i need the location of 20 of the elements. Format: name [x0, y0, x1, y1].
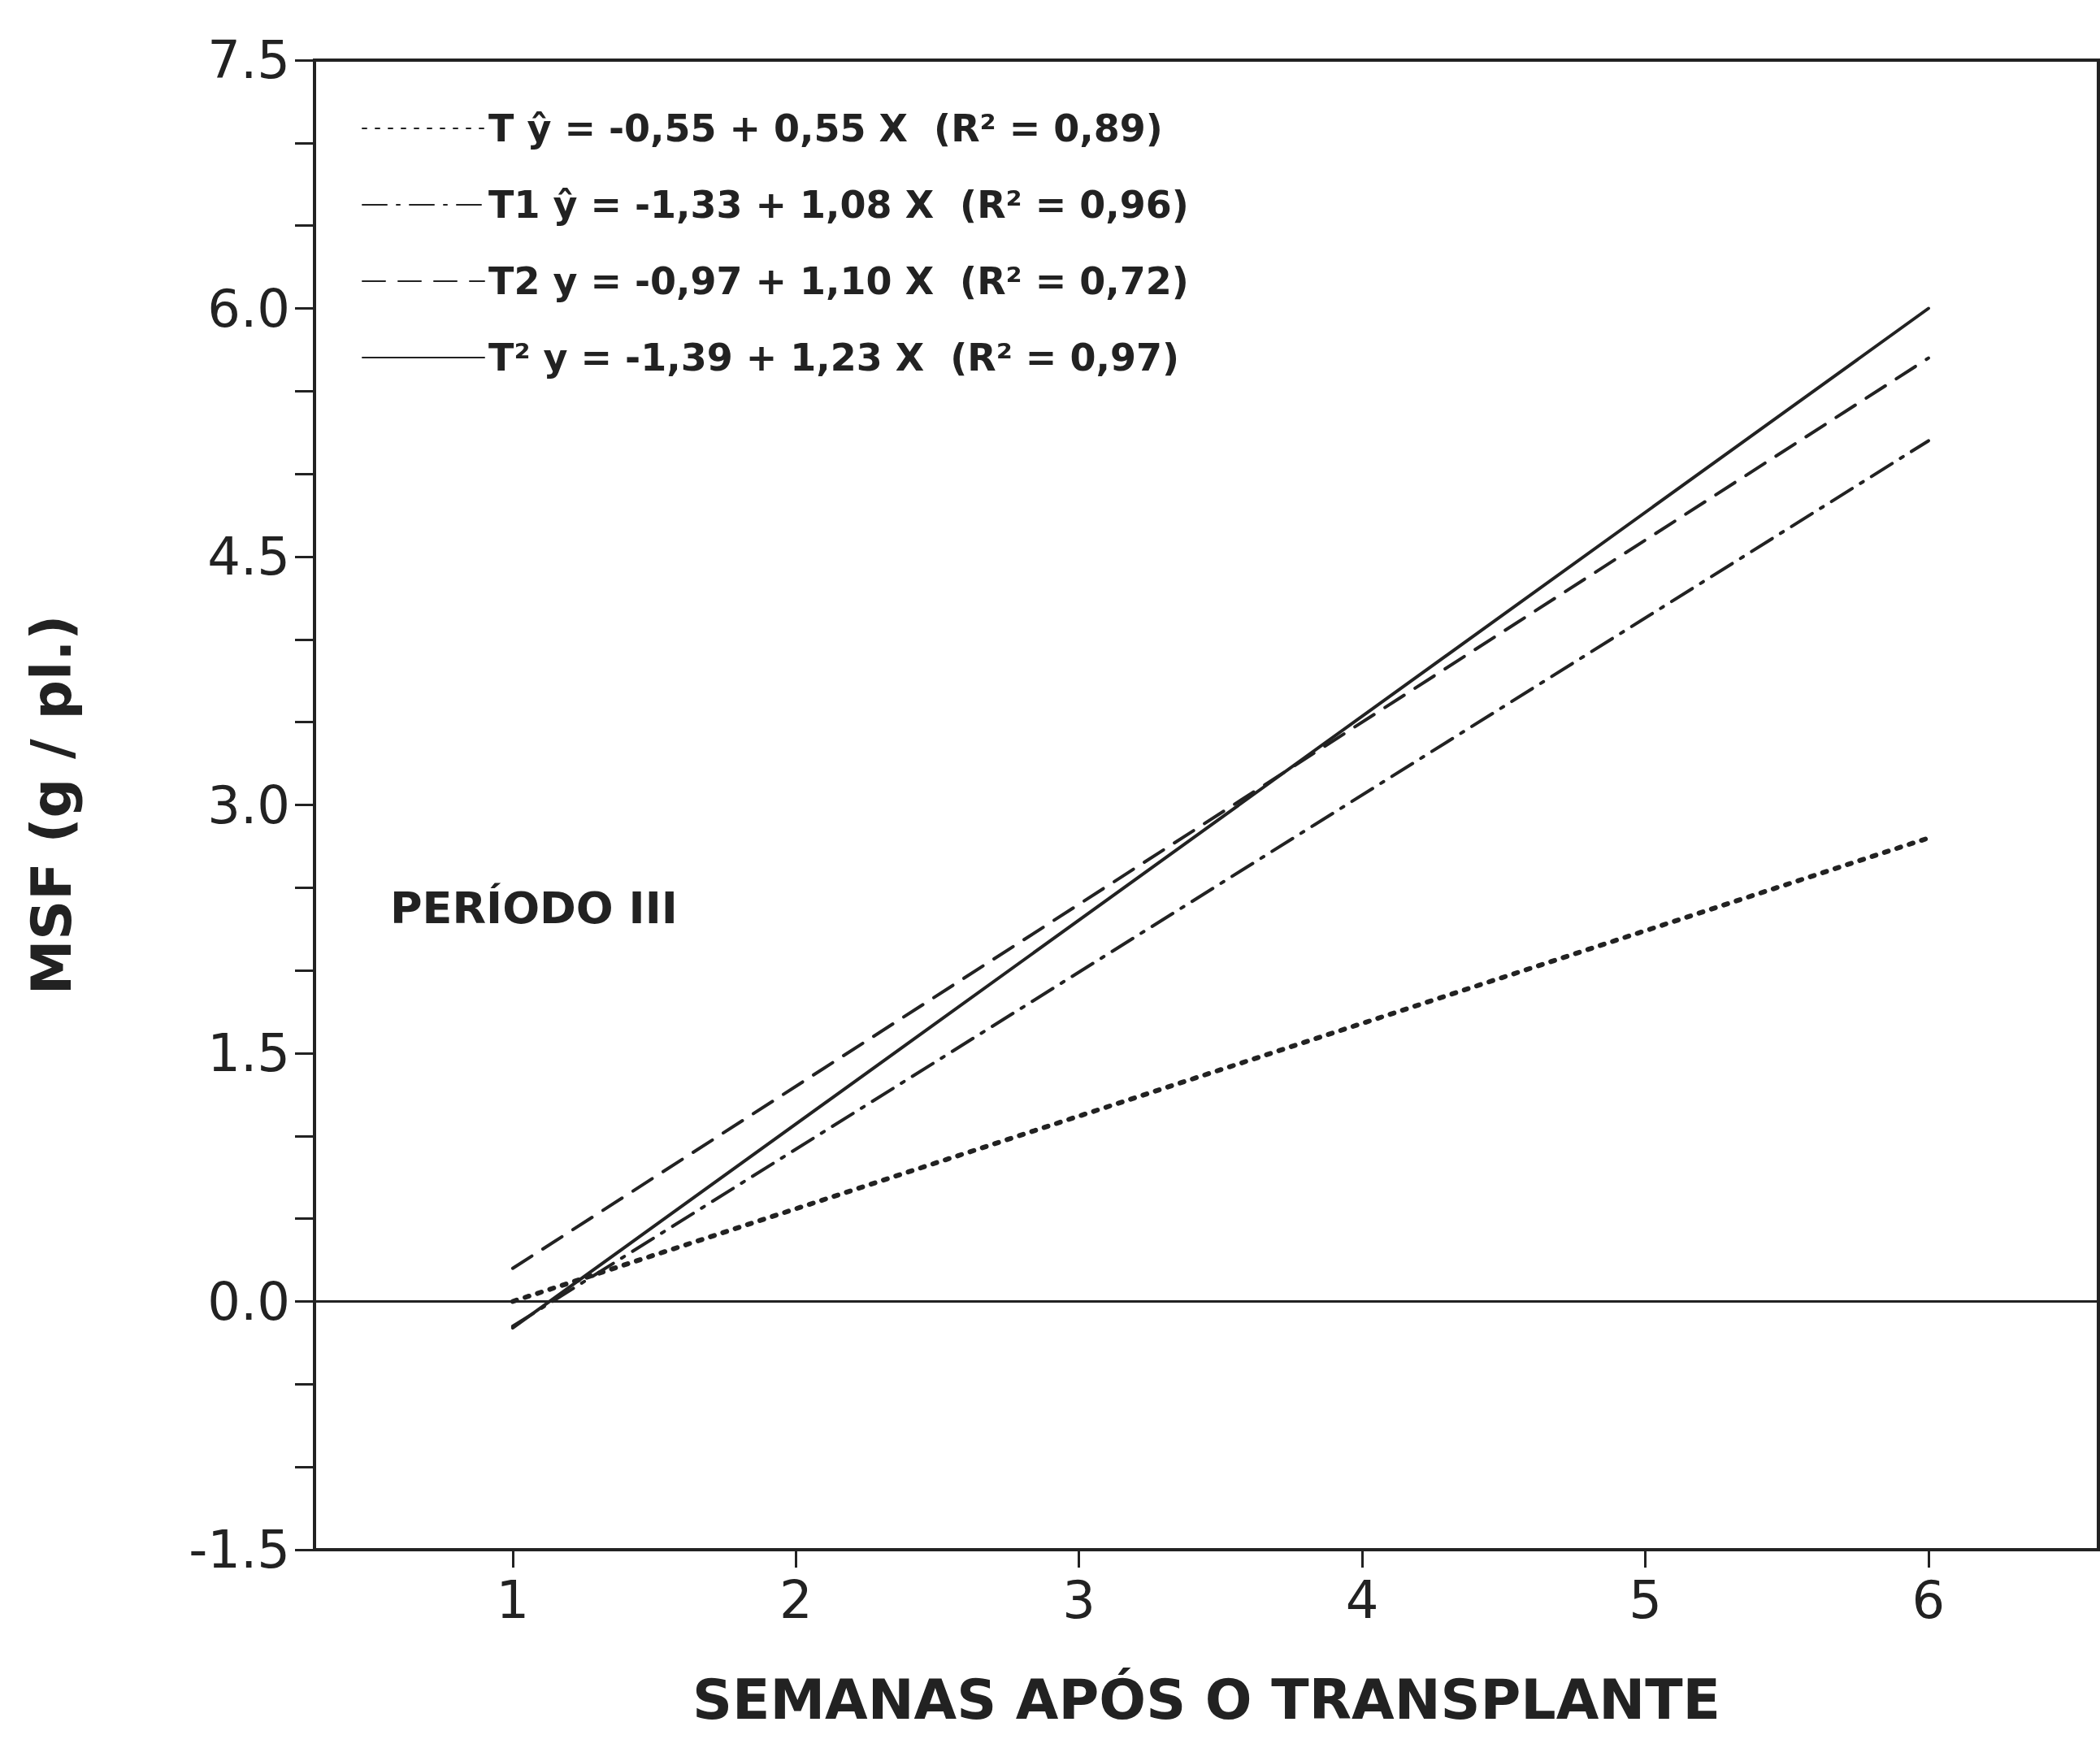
y-tick-label: 3.0	[207, 774, 290, 835]
y-tick-label: 0.0	[207, 1271, 290, 1332]
legend-label: T1 ŷ = -1,33 + 1,08 X (R² = 0,96)	[488, 183, 1189, 227]
legend-label: T² y = -1,39 + 1,23 X (R² = 0,97)	[488, 336, 1179, 380]
x-tick-label: 1	[496, 1570, 530, 1630]
y-tick-label: 1.5	[207, 1023, 290, 1083]
legend-label: T2 y = -0,97 + 1,10 X (R² = 0,72)	[488, 259, 1189, 303]
x-axis-title: SEMANAS APÓS O TRANSPLANTE	[692, 1667, 1721, 1732]
legend-label: T ŷ = -0,55 + 0,55 X (R² = 0,89)	[488, 106, 1163, 150]
y-axis-title: MSF (g / pl.)	[19, 614, 84, 995]
y-tick-label: 4.5	[207, 527, 290, 587]
y-tick-label: 7.5	[207, 30, 290, 90]
x-tick-label: 4	[1345, 1570, 1379, 1630]
y-tick-label: -1.5	[189, 1520, 290, 1580]
x-tick-label: 6	[1911, 1570, 1946, 1630]
y-tick-label: 6.0	[207, 278, 290, 339]
x-tick-label: 3	[1062, 1570, 1096, 1630]
x-tick-label: 5	[1629, 1570, 1662, 1630]
annotation: PERÍODO III	[390, 882, 678, 934]
x-tick-label: 2	[779, 1570, 813, 1630]
